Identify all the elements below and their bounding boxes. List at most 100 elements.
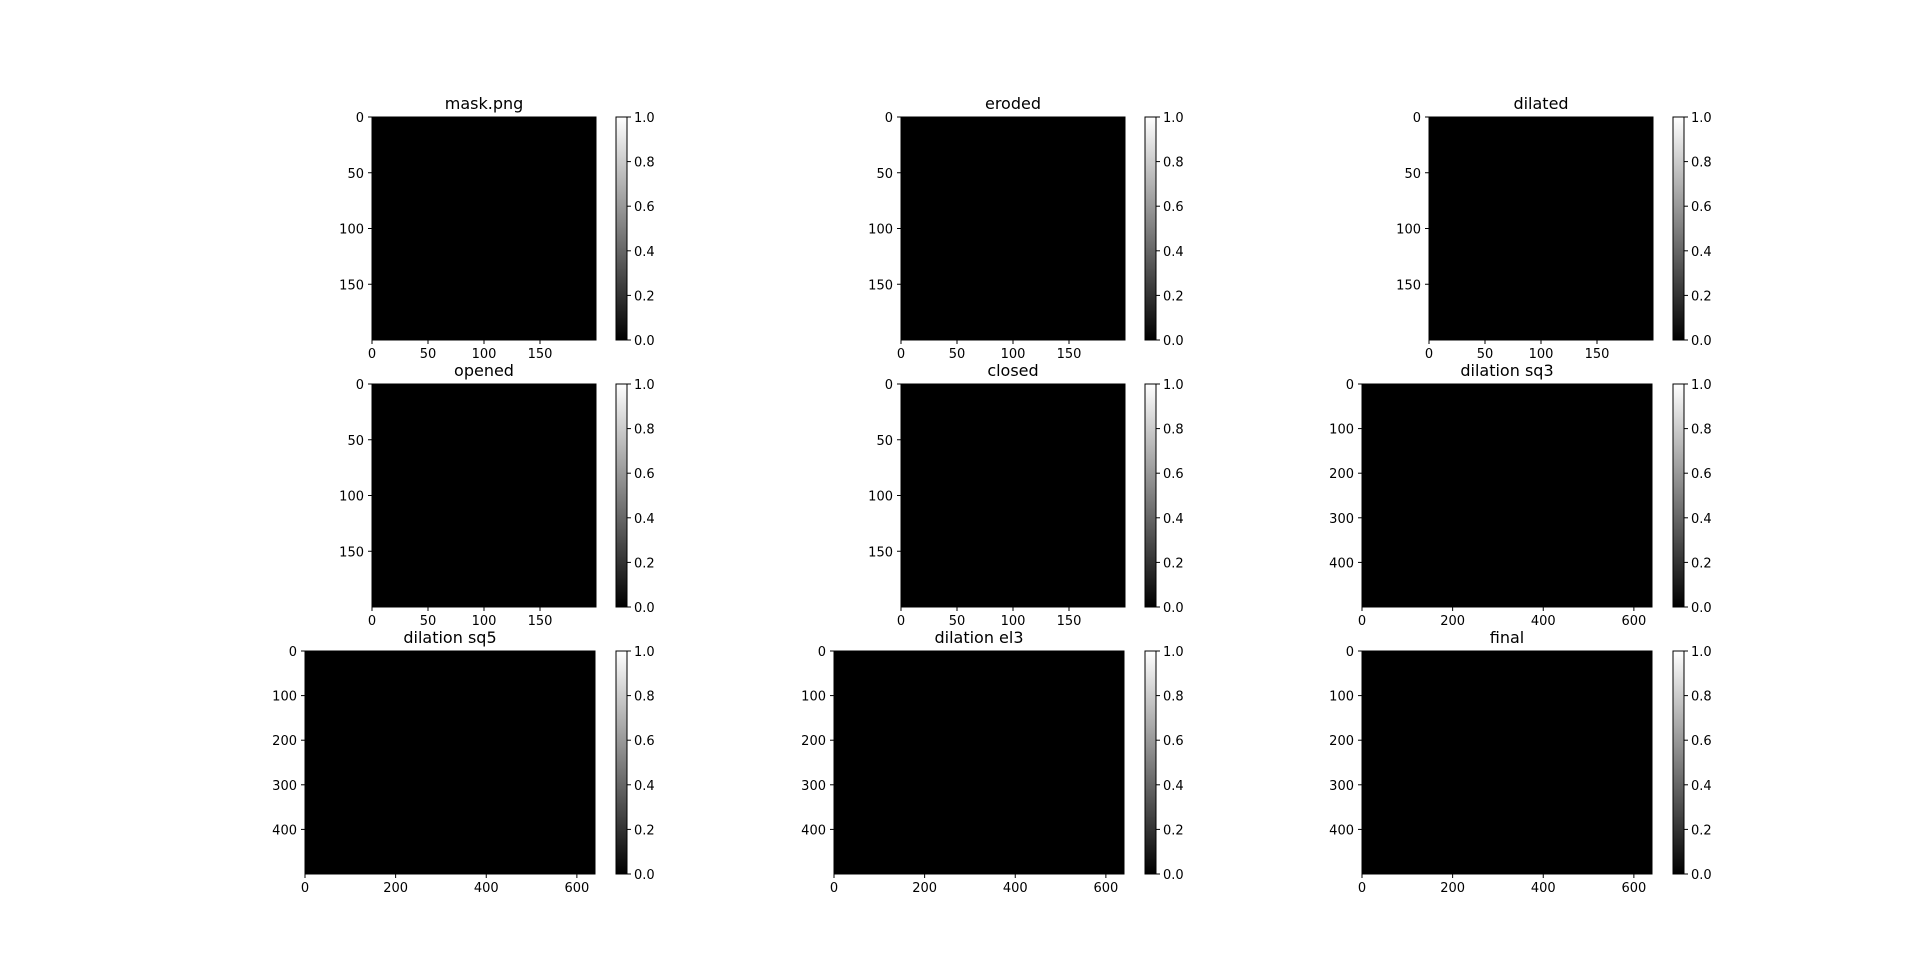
x-tick-label: 150 <box>528 347 553 362</box>
image-background <box>901 384 1125 607</box>
colorbar-tick-label: 0.4 <box>1691 245 1712 260</box>
colorbar-tick-label: 0.6 <box>634 200 655 215</box>
colorbar: 0.0 0.2 0.4 0.6 0.8 1.0 <box>615 378 655 616</box>
y-tick-label: 100 <box>272 690 297 705</box>
colorbar-tick-label: 0.2 <box>1163 289 1184 304</box>
colorbar-tick-label: 0.2 <box>634 556 655 571</box>
colorbar: 0.0 0.2 0.4 0.6 0.8 1.0 <box>1672 111 1712 349</box>
y-tick-label: 150 <box>868 545 893 560</box>
colorbar-tick-label: 0.6 <box>1691 734 1712 749</box>
colorbar-tick-label: 0.8 <box>1691 423 1712 438</box>
y-tick-label: 400 <box>1329 823 1354 838</box>
subplot-title: mask.png <box>445 94 524 113</box>
colorbar-tick-label: 0.2 <box>1691 556 1712 571</box>
y-tick-label: 300 <box>1329 512 1354 527</box>
colorbar-tick-label: 0.2 <box>634 823 655 838</box>
x-tick-label: 100 <box>472 347 497 362</box>
x-tick-label: 200 <box>1440 881 1465 896</box>
x-tick-label: 0 <box>830 881 838 896</box>
subplot-title: eroded <box>985 94 1041 113</box>
x-tick-label: 150 <box>1585 347 1610 362</box>
y-tick-label: 300 <box>801 779 826 794</box>
colorbar-tick-label: 1.0 <box>1691 645 1712 660</box>
y-tick-label: 50 <box>1404 167 1421 182</box>
y-tick-label: 100 <box>339 490 364 505</box>
colorbar-tick-label: 1.0 <box>634 111 655 126</box>
colorbar-tick-label: 1.0 <box>1163 111 1184 126</box>
x-tick-label: 400 <box>474 881 499 896</box>
colorbar-tick-label: 0.0 <box>1163 868 1184 883</box>
y-tick-label: 0 <box>1346 378 1354 393</box>
y-tick-label: 100 <box>1396 223 1421 238</box>
y-tick-label: 100 <box>801 690 826 705</box>
y-tick-label: 0 <box>356 378 364 393</box>
y-tick-label: 300 <box>1329 779 1354 794</box>
colorbar-tick-label: 0.0 <box>634 601 655 616</box>
subplot-eroded: eroded 0 50 100 150 0 50 100 150 0.0 0.2 0.4 0.6 0.8 1… <box>868 94 1184 362</box>
y-tick-label: 150 <box>868 278 893 293</box>
colorbar-tick-label: 0.8 <box>1691 690 1712 705</box>
colorbar-tick-label: 0.4 <box>634 512 655 527</box>
colorbar-tick-label: 0.0 <box>634 334 655 349</box>
colorbar-tick-label: 0.8 <box>1163 423 1184 438</box>
image-background <box>834 651 1124 874</box>
x-tick-label: 50 <box>949 347 966 362</box>
subplot-title: dilation el3 <box>934 628 1023 647</box>
colorbar: 0.0 0.2 0.4 0.6 0.8 1.0 <box>615 111 655 349</box>
y-tick-label: 400 <box>272 823 297 838</box>
y-tick-label: 150 <box>1396 278 1421 293</box>
colorbar-tick-label: 0.2 <box>1163 823 1184 838</box>
axes-frame <box>1361 650 1653 875</box>
colorbar-tick-label: 1.0 <box>634 378 655 393</box>
y-tick-label: 150 <box>339 545 364 560</box>
colorbar-tick-label: 0.4 <box>1163 779 1184 794</box>
subplot-opened: opened 0 50 100 150 0 50 100 150 0.0 0.2 0.4 0.6 0.8 1… <box>339 361 655 629</box>
x-tick-label: 400 <box>1003 881 1028 896</box>
colorbar-tick-label: 0.2 <box>1691 823 1712 838</box>
y-tick-label: 50 <box>876 434 893 449</box>
x-tick-label: 100 <box>1001 347 1026 362</box>
colorbar: 0.0 0.2 0.4 0.6 0.8 1.0 <box>1672 645 1712 883</box>
y-tick-label: 150 <box>339 278 364 293</box>
y-tick-label: 200 <box>1329 734 1354 749</box>
colorbar-tick-label: 0.6 <box>1163 734 1184 749</box>
colorbar-tick-label: 0.8 <box>1163 690 1184 705</box>
colorbar-tick-label: 0.2 <box>1691 289 1712 304</box>
colorbar-tick-label: 0.4 <box>1691 512 1712 527</box>
x-tick-label: 50 <box>1477 347 1494 362</box>
colorbar-tick-label: 0.8 <box>634 690 655 705</box>
colorbar-tick-label: 0.0 <box>634 868 655 883</box>
colorbar-tick-label: 0.8 <box>634 156 655 171</box>
subplot-title: final <box>1490 628 1524 647</box>
y-tick-label: 200 <box>272 734 297 749</box>
image-background <box>305 651 595 874</box>
x-tick-label: 0 <box>368 347 376 362</box>
y-tick-label: 50 <box>347 434 364 449</box>
x-tick-label: 600 <box>1621 614 1646 629</box>
y-tick-label: 200 <box>801 734 826 749</box>
x-tick-label: 0 <box>301 881 309 896</box>
x-tick-label: 0 <box>1358 881 1366 896</box>
colorbar-tick-label: 0.4 <box>634 779 655 794</box>
colorbar-tick-label: 0.6 <box>1163 200 1184 215</box>
colorbar-gradient <box>1144 383 1157 608</box>
y-tick-label: 0 <box>818 645 826 660</box>
x-tick-label: 400 <box>1531 614 1556 629</box>
subplot-dilated: dilated 0 50 100 150 0 50 100 150 0.0 0.2 0.4 0.6 0.8… <box>1396 94 1712 362</box>
x-tick-label: 50 <box>949 614 966 629</box>
y-tick-label: 100 <box>1329 423 1354 438</box>
x-tick-label: 0 <box>368 614 376 629</box>
x-tick-label: 600 <box>1093 881 1118 896</box>
colorbar-tick-label: 0.8 <box>634 423 655 438</box>
subplot-title: opened <box>454 361 514 380</box>
colorbar: 0.0 0.2 0.4 0.6 0.8 1.0 <box>615 645 655 883</box>
image-background <box>372 384 596 607</box>
colorbar-tick-label: 0.0 <box>1163 334 1184 349</box>
y-tick-label: 0 <box>289 645 297 660</box>
colorbar: 0.0 0.2 0.4 0.6 0.8 1.0 <box>1144 111 1184 349</box>
y-tick-label: 200 <box>1329 467 1354 482</box>
subplot-closed: closed 0 50 100 150 0 50 100 150 0.0 0.2 0.4 0.6 0.8 1… <box>868 361 1184 629</box>
